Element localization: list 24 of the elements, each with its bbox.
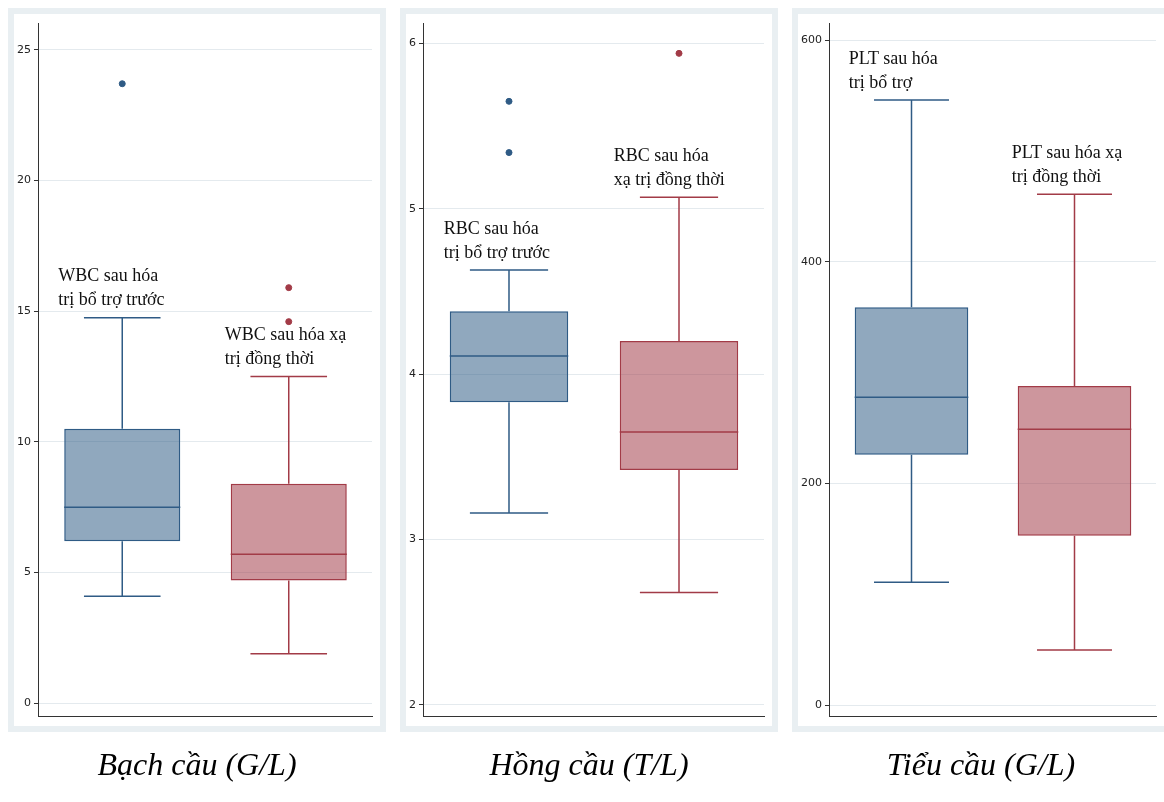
- annotation: PLT sau hóa xạ trị đồng thời: [1011, 142, 1123, 187]
- y-tick-label: 400: [801, 254, 822, 268]
- y-tick-label: 10: [17, 434, 31, 448]
- y-tick-label: 15: [17, 304, 31, 318]
- annotation: PLT sau hóa trị bổ trợ: [848, 47, 938, 92]
- x-axis-title: Tiểu cầu (G/L): [886, 746, 1076, 783]
- y-tick-label: 6: [409, 36, 416, 50]
- y-tick-label: 600: [801, 33, 822, 47]
- y-tick-label: 5: [409, 201, 416, 215]
- annotation: RBC sau hóa trị bổ trợ trước: [443, 217, 551, 262]
- x-axis-title: Bạch cầu (G/L): [97, 746, 297, 783]
- y-tick-label: 5: [24, 565, 31, 579]
- annotation: WBC sau hóa xạ trị đồng thời: [224, 324, 347, 369]
- annotation: WBC sau hóa trị bổ trợ trước: [58, 265, 165, 310]
- y-tick-label: 0: [815, 698, 822, 712]
- annotation: RBC sau hóa xạ trị đồng thời: [613, 144, 725, 189]
- y-tick-label: 0: [24, 696, 31, 710]
- y-tick-label: 200: [801, 476, 822, 490]
- x-axis-title: Hồng cầu (T/L): [489, 746, 689, 783]
- y-tick-label: 2: [409, 697, 416, 711]
- y-tick-label: 3: [409, 532, 416, 546]
- y-tick-label: 20: [17, 173, 31, 187]
- y-tick-label: 25: [17, 42, 31, 56]
- y-tick-label: 4: [409, 366, 416, 380]
